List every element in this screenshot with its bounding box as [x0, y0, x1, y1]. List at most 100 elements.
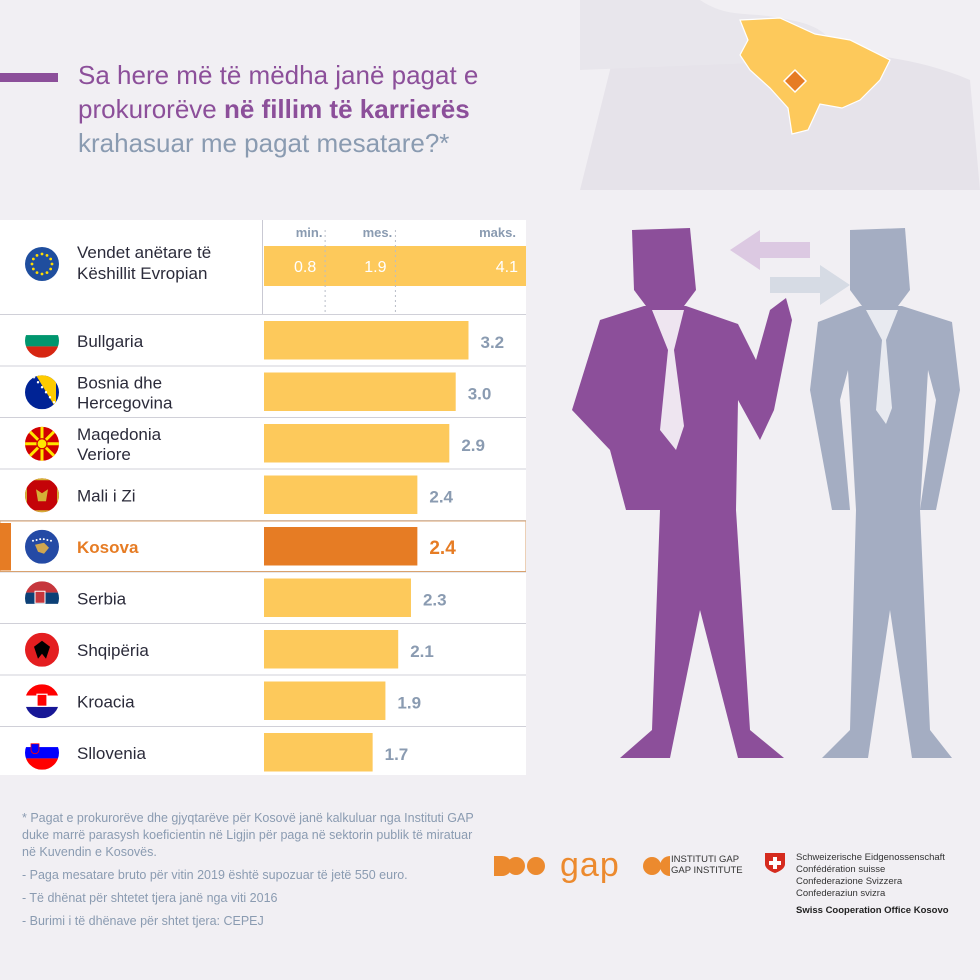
gap-institute-logo: [494, 856, 670, 876]
title-line-1: Sa here më të mëdha janë pagat e: [78, 60, 479, 90]
bar: [264, 630, 399, 669]
eu-star: [49, 257, 53, 261]
eu-star: [45, 271, 49, 275]
bar-value-label: 2.9: [461, 436, 485, 455]
bar: [264, 733, 373, 772]
bosnia-flag: [25, 375, 59, 410]
country-label: Mali i Zi: [77, 486, 136, 505]
eu-star: [40, 252, 44, 256]
exchange-arrows-icon: [730, 230, 850, 305]
table-row: [0, 469, 526, 520]
country-label-line-1: Bosnia dhe: [77, 373, 162, 392]
swiss-cross-icon: [765, 853, 785, 873]
table-row: [0, 521, 526, 572]
grey-man-tie: [866, 310, 898, 424]
bar-value-label: 3.0: [468, 384, 492, 403]
highlight-row-marker: [0, 523, 11, 571]
kosovo-flag: [25, 529, 59, 564]
eu-star: [49, 267, 53, 271]
country-label: Serbia: [77, 589, 127, 608]
country-label: Shqipëria: [77, 641, 149, 660]
reference-label-line-2: Këshillit Evropian: [77, 264, 207, 283]
country-label: Kosova: [77, 538, 139, 557]
reference-maks-value: 4.1: [496, 259, 518, 276]
purple-man-figure: [572, 228, 792, 758]
table-row: [0, 624, 526, 675]
eu-star: [45, 253, 49, 257]
country-label: Sllovenia: [77, 744, 147, 763]
swiss-office-name: Swiss Cooperation Office Kosovo: [796, 905, 949, 916]
eu-flag: [25, 247, 59, 281]
title-line-2-bold: në fillim të karrierës: [223, 94, 470, 124]
gap-institute-name: INSTITUTI GAP GAP INSTITUTE: [671, 854, 743, 876]
footnote-1: * Pagat e prokurorëve dhe gjyqtarëve për…: [22, 811, 474, 859]
country-label-line-2: Veriore: [77, 445, 131, 464]
eu-star: [35, 271, 39, 275]
bar-value-label: 2.4: [429, 487, 453, 506]
eu-star: [40, 272, 44, 276]
gap-wordmark: gap: [560, 846, 620, 884]
bar-value-label: 3.2: [480, 333, 504, 352]
bar-chart: min. mes. maks. 0.8 1.9 4.1 Vendet anëtare të K…: [0, 220, 526, 775]
bar: [264, 681, 386, 720]
header-mes-label: mes.: [363, 225, 393, 240]
table-row: [0, 727, 526, 775]
swiss-line-1: Schweizerische Eidgenossenschaft: [796, 852, 945, 863]
footnote-2: - Paga mesatare bruto për vitin 2019 ësh…: [22, 868, 408, 882]
row-separator: [0, 417, 526, 418]
table-row: [0, 572, 526, 623]
balkans-map: [580, 0, 980, 190]
gap-name-line-2: GAP INSTITUTE: [671, 865, 743, 876]
footnote-3: - Të dhënat për shtetet tjera janë nga v…: [22, 891, 278, 905]
eu-star: [30, 262, 34, 266]
bar: [264, 475, 418, 514]
country-label: Kroacia: [77, 692, 135, 711]
row-separator: [0, 623, 526, 624]
reference-label-line-1: Vendet anëtare të: [77, 243, 211, 262]
swiss-line-3: Confederazione Svizzera: [796, 876, 903, 887]
two-men-illustration: [572, 228, 960, 758]
reference-mes-value: 1.9: [364, 259, 386, 276]
reference-min-value: 0.8: [294, 259, 316, 276]
row-separator: [0, 365, 526, 367]
eu-star: [50, 262, 54, 266]
swiss-line-2: Confédération suisse: [796, 864, 886, 875]
eu-star: [35, 253, 39, 257]
swiss-line-4: Confederaziun svizra: [796, 888, 886, 899]
bar: [264, 527, 418, 566]
bulgaria-flag: [25, 323, 59, 358]
footnote-4: - Burimi i të dhënave për shtet tjera: C…: [22, 914, 264, 928]
header-min-label: min.: [296, 225, 323, 240]
header-maks-label: maks.: [479, 225, 516, 240]
title-accent-line: [0, 73, 58, 82]
bar-value-label: 1.9: [397, 693, 421, 712]
bar-value-label: 2.1: [410, 642, 434, 661]
eu-star: [31, 267, 35, 271]
table-row: [0, 675, 526, 726]
albania-flag: [25, 632, 59, 667]
bar-value-label: 1.7: [385, 745, 409, 764]
bar: [264, 321, 469, 360]
croatia-flag: [25, 684, 59, 719]
row-separator: [0, 726, 526, 727]
bar-value-label: 2.3: [423, 590, 447, 609]
gap-name-line-1: INSTITUTI GAP: [671, 854, 740, 865]
purple-man-tie: [652, 310, 684, 450]
page-title: Sa here më të mëdha janë pagat e prokuro…: [78, 58, 638, 160]
grey-man-figure: [810, 228, 960, 758]
highlight-row-outline: [0, 520, 526, 572]
montenegro-flag: [25, 478, 59, 513]
slovenia-flag: [25, 735, 59, 770]
bar: [264, 578, 411, 617]
title-line-2-plain: prokurorëve: [78, 94, 224, 124]
serbia-flag: [25, 581, 59, 616]
bar: [264, 424, 450, 463]
row-separator: [0, 674, 526, 676]
page-subtitle: krahasuar me pagat mesatare?*: [78, 128, 450, 158]
eu-star: [31, 257, 35, 261]
bar: [264, 372, 456, 411]
country-label-line-1: Maqedonia: [77, 425, 162, 444]
reference-separator: [0, 314, 526, 315]
balkans-region: [739, 17, 891, 135]
country-label-line-2: Hercegovina: [77, 393, 173, 412]
